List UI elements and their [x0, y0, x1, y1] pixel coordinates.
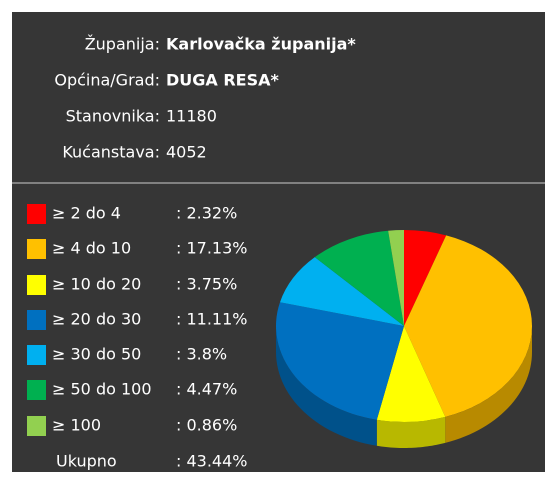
info-value: 11180: [166, 107, 217, 126]
value-label: : 3.8%: [176, 345, 227, 364]
legend-label: ≥ 50 do 100: [52, 380, 152, 399]
info-value: Karlovačka županija*: [166, 35, 356, 54]
value-label: : 11.11%: [176, 310, 247, 329]
info-value: DUGA RESA*: [166, 71, 280, 90]
value-label: : 17.13%: [176, 239, 247, 258]
pie-slice: [279, 257, 404, 326]
total-label: Ukupno: [56, 452, 117, 471]
legend-swatch: [27, 239, 46, 259]
info-label: Stanovnika:: [66, 107, 160, 126]
info-label: Županija:: [85, 35, 160, 54]
legend-label: ≥ 10 do 20: [52, 275, 141, 294]
pie-slice: [276, 302, 404, 420]
legend-label: ≥ 4 do 10: [52, 239, 131, 258]
info-label: Općina/Grad:: [54, 71, 160, 90]
pie-side: [276, 326, 377, 446]
legend-swatch: [27, 204, 46, 224]
pie-slice: [404, 235, 532, 417]
info-label: Kućanstava:: [62, 143, 160, 162]
info-value: 4052: [166, 143, 207, 162]
pie-slice: [376, 326, 446, 423]
legend-swatch: [27, 380, 46, 400]
value-label: : 0.86%: [176, 416, 237, 435]
legend-swatch: [27, 275, 46, 295]
total-value: : 43.44%: [176, 452, 247, 471]
legend-label: ≥ 100: [52, 416, 101, 435]
pie-slice: [314, 230, 404, 326]
pie-side: [445, 326, 532, 443]
legend-swatch: [27, 416, 46, 436]
pie-slice: [404, 230, 447, 326]
value-label: : 4.47%: [176, 380, 237, 399]
legend-label: ≥ 20 do 30: [52, 310, 141, 329]
legend-swatch: [27, 310, 46, 330]
value-label: : 2.32%: [176, 204, 237, 223]
value-label: : 3.75%: [176, 275, 237, 294]
legend-label: ≥ 30 do 50: [52, 345, 141, 364]
pie-slice: [388, 230, 404, 326]
pie-side: [376, 416, 446, 448]
legend-label: ≥ 2 do 4: [52, 204, 121, 223]
legend-swatch: [27, 345, 46, 365]
